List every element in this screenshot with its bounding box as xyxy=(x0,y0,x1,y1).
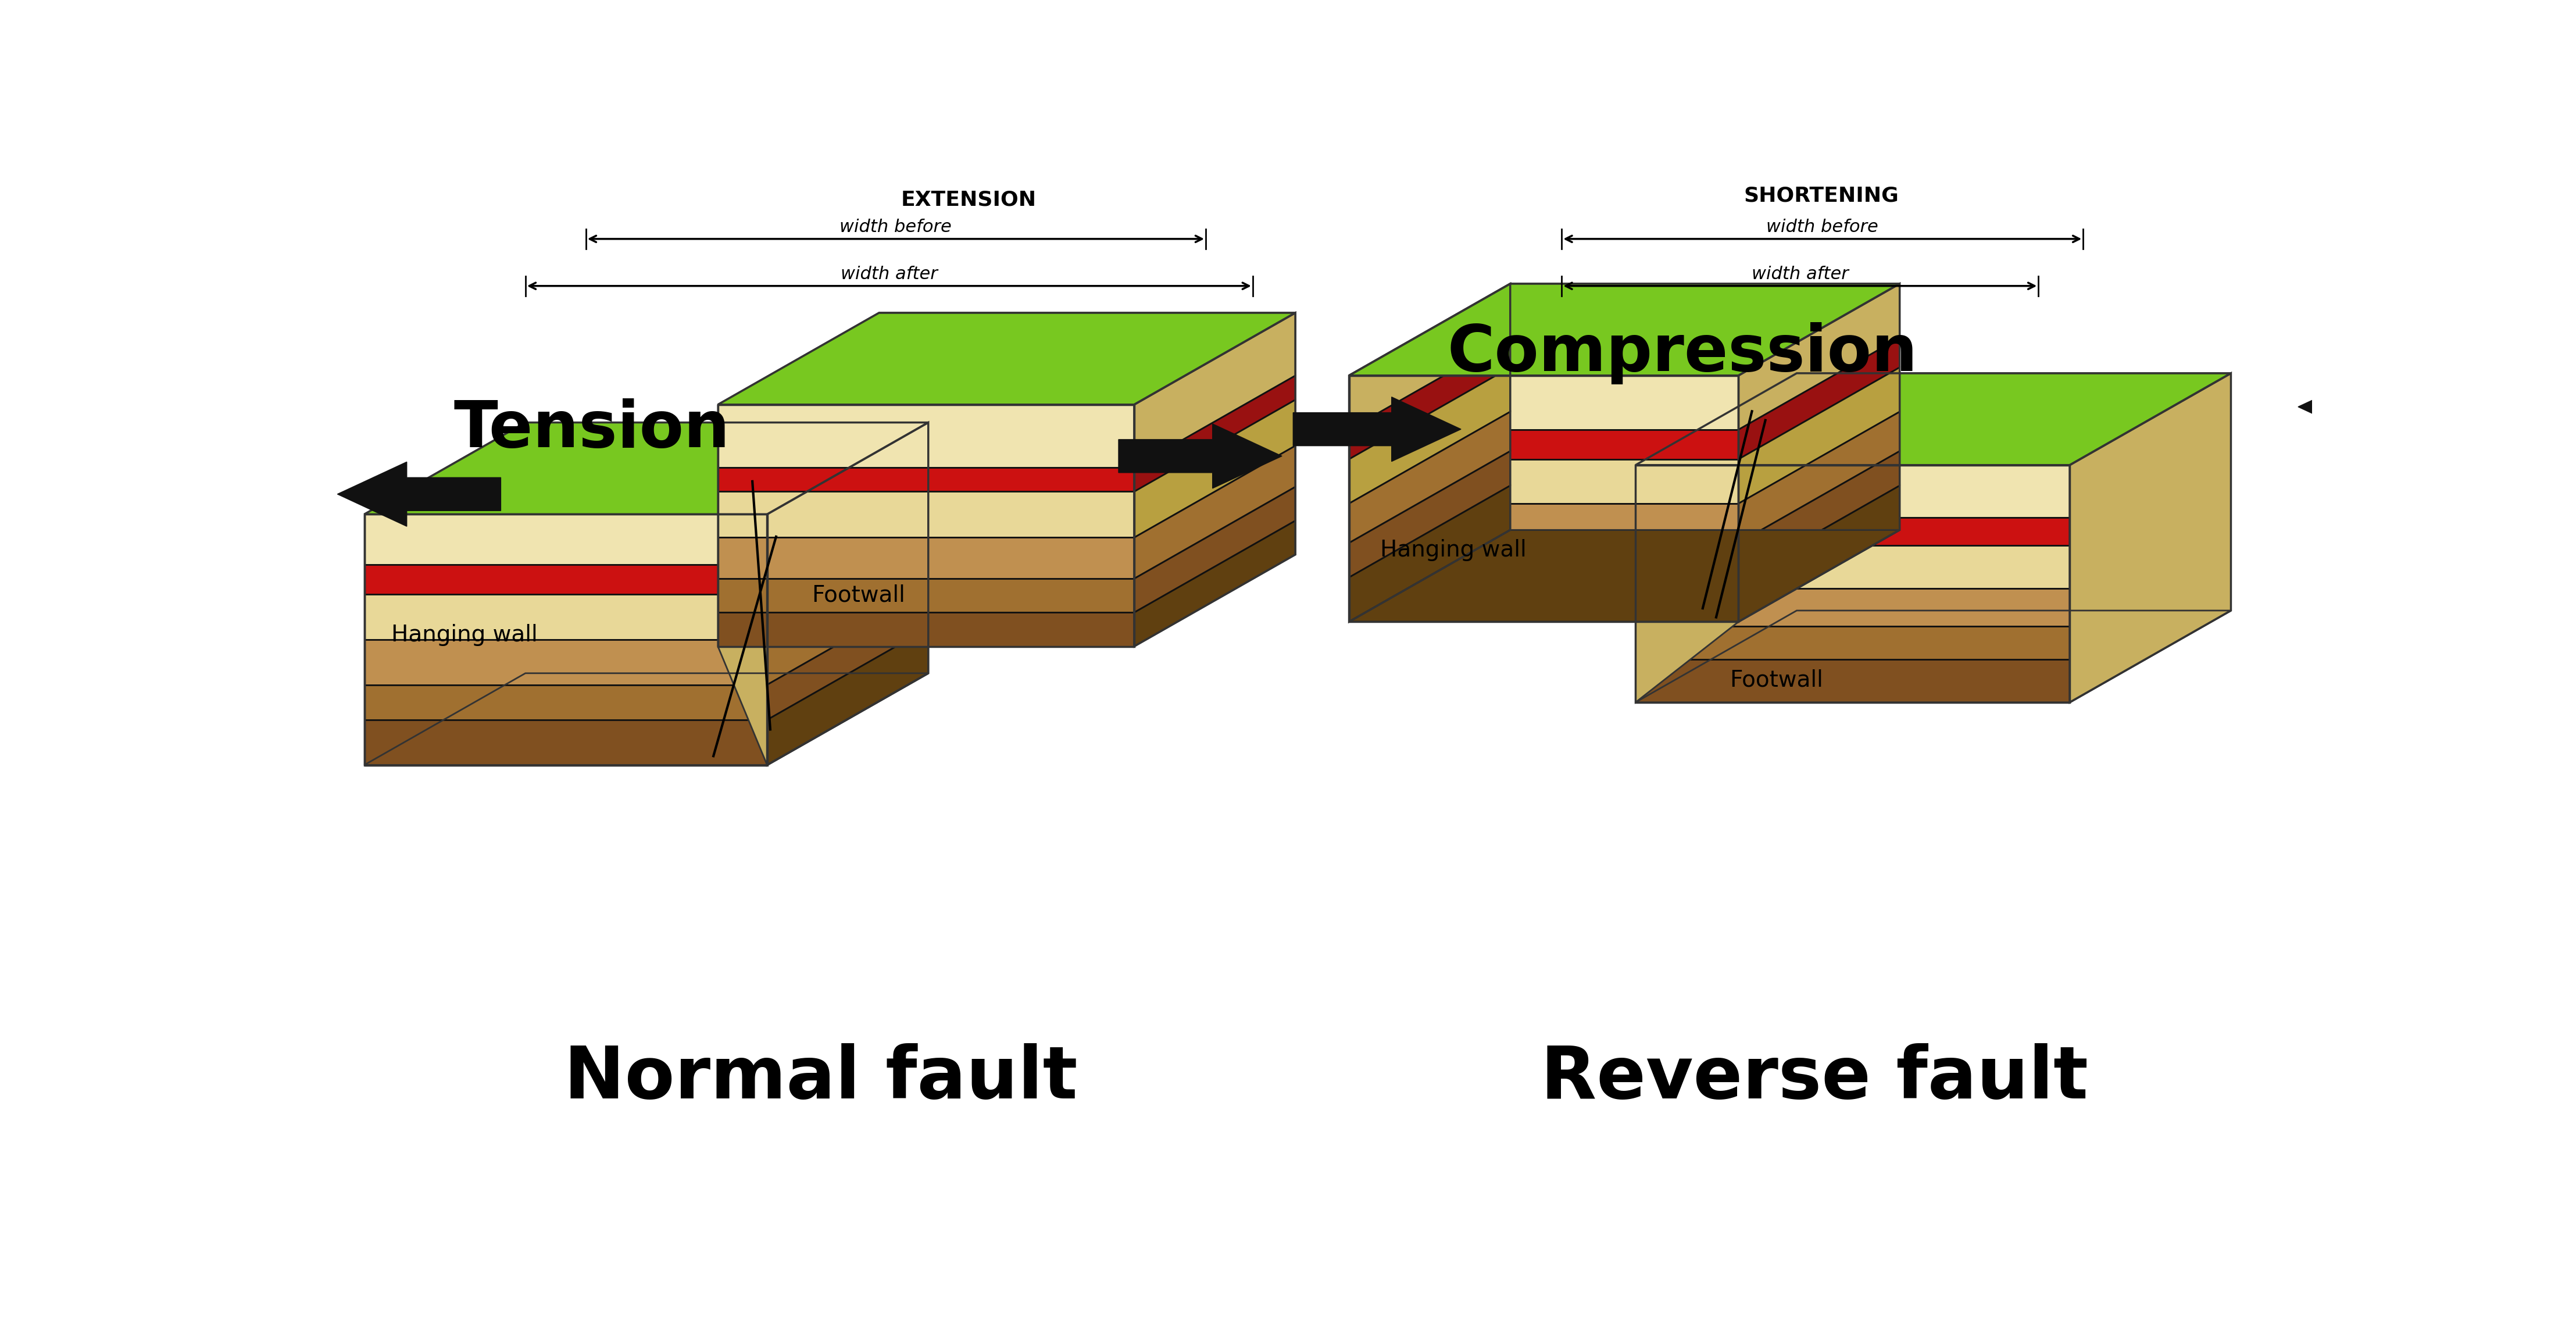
Polygon shape xyxy=(1350,530,1899,622)
Polygon shape xyxy=(1636,546,2069,589)
Polygon shape xyxy=(1350,459,1739,503)
Polygon shape xyxy=(337,462,500,526)
Text: width before: width before xyxy=(1767,218,1878,235)
Polygon shape xyxy=(1739,339,1899,459)
Polygon shape xyxy=(1350,429,1739,459)
Polygon shape xyxy=(1133,520,1296,646)
Polygon shape xyxy=(363,720,768,765)
Polygon shape xyxy=(1739,486,1899,622)
Polygon shape xyxy=(1350,376,1739,429)
Text: Normal fault: Normal fault xyxy=(564,1044,1077,1113)
Polygon shape xyxy=(2069,373,2231,702)
Text: width before: width before xyxy=(840,218,951,235)
Polygon shape xyxy=(2069,535,2231,660)
Polygon shape xyxy=(1636,610,2231,702)
Polygon shape xyxy=(768,503,927,640)
Polygon shape xyxy=(1350,339,1510,459)
Polygon shape xyxy=(768,547,927,685)
Polygon shape xyxy=(1636,626,2069,660)
Polygon shape xyxy=(1133,376,1296,491)
Polygon shape xyxy=(719,404,1133,467)
Polygon shape xyxy=(1350,503,1739,543)
Polygon shape xyxy=(1636,660,2069,702)
Text: Footwall: Footwall xyxy=(811,583,904,606)
Polygon shape xyxy=(363,423,927,514)
Text: Hanging wall: Hanging wall xyxy=(1381,539,1528,561)
Polygon shape xyxy=(2069,496,2231,626)
Polygon shape xyxy=(768,628,927,765)
Polygon shape xyxy=(1118,424,1283,488)
Polygon shape xyxy=(2069,373,2231,518)
Polygon shape xyxy=(1350,284,1510,429)
Polygon shape xyxy=(719,613,1133,646)
Polygon shape xyxy=(719,538,1133,578)
Polygon shape xyxy=(1133,400,1296,538)
Polygon shape xyxy=(2069,425,2231,546)
Text: Hanging wall: Hanging wall xyxy=(392,624,538,646)
Polygon shape xyxy=(719,578,1133,613)
Polygon shape xyxy=(1133,487,1296,613)
Text: SHORTENING: SHORTENING xyxy=(1744,186,1899,205)
Polygon shape xyxy=(1739,368,1899,503)
Polygon shape xyxy=(363,594,768,640)
Polygon shape xyxy=(363,673,927,765)
Text: Tension: Tension xyxy=(453,399,729,460)
Polygon shape xyxy=(1350,284,1899,376)
Polygon shape xyxy=(1350,368,1510,503)
Polygon shape xyxy=(363,565,768,594)
Polygon shape xyxy=(1636,466,2069,518)
Text: width after: width after xyxy=(840,265,938,282)
Polygon shape xyxy=(363,514,768,565)
Polygon shape xyxy=(2069,567,2231,702)
Text: Reverse fault: Reverse fault xyxy=(1540,1044,2089,1113)
Polygon shape xyxy=(1636,373,2231,466)
Polygon shape xyxy=(768,472,927,594)
Polygon shape xyxy=(363,685,768,720)
Polygon shape xyxy=(719,404,768,765)
Text: Footwall: Footwall xyxy=(1728,669,1824,690)
Polygon shape xyxy=(1350,486,1510,622)
Polygon shape xyxy=(768,593,927,720)
Polygon shape xyxy=(1350,543,1739,578)
Text: EXTENSION: EXTENSION xyxy=(902,190,1036,210)
Polygon shape xyxy=(2069,454,2231,589)
Polygon shape xyxy=(1133,313,1296,467)
Polygon shape xyxy=(1350,412,1510,543)
Polygon shape xyxy=(768,423,927,565)
Polygon shape xyxy=(719,491,1133,538)
Polygon shape xyxy=(1739,412,1899,543)
Polygon shape xyxy=(1293,397,1461,462)
Polygon shape xyxy=(1636,518,2069,546)
Polygon shape xyxy=(363,640,768,685)
Polygon shape xyxy=(2298,375,2465,439)
Text: Compression: Compression xyxy=(1448,322,1919,384)
Polygon shape xyxy=(1133,446,1296,578)
Polygon shape xyxy=(719,313,1296,404)
Polygon shape xyxy=(1636,376,1739,702)
Polygon shape xyxy=(719,467,1133,491)
Polygon shape xyxy=(1636,589,2069,626)
Text: width after: width after xyxy=(1752,265,1850,282)
Polygon shape xyxy=(1350,451,1510,578)
Polygon shape xyxy=(1739,451,1899,578)
Polygon shape xyxy=(1350,578,1739,622)
Polygon shape xyxy=(1739,284,1899,429)
